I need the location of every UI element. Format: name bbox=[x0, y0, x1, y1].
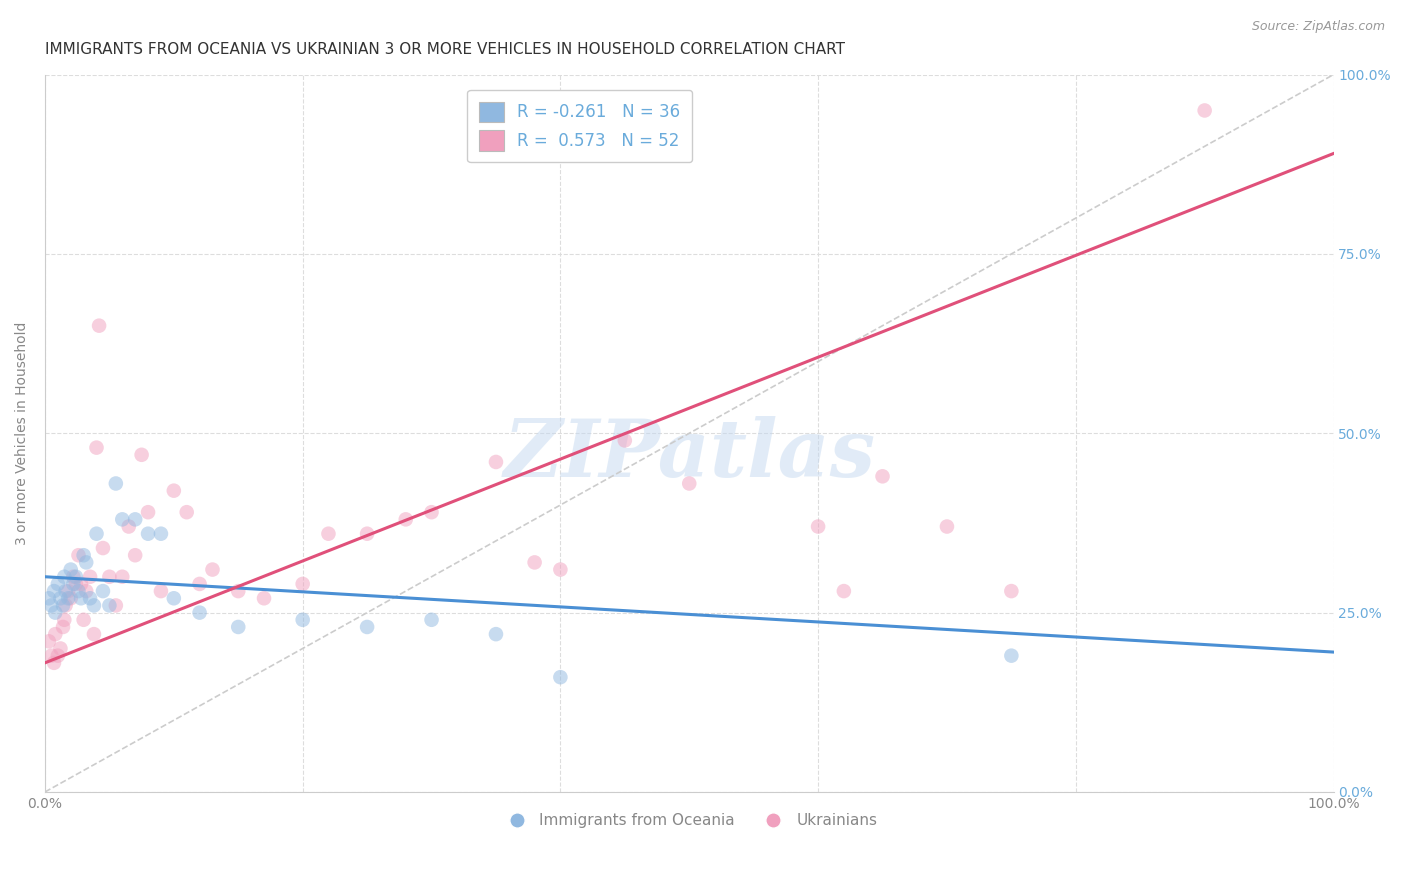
Point bbox=[104, 599, 127, 613]
Point bbox=[163, 483, 186, 498]
Point bbox=[56, 584, 79, 599]
Point bbox=[104, 476, 127, 491]
Point bbox=[49, 591, 72, 606]
Point bbox=[67, 548, 90, 562]
Point bbox=[1000, 648, 1022, 663]
Point bbox=[149, 584, 172, 599]
Text: Source: ZipAtlas.com: Source: ZipAtlas.com bbox=[1251, 20, 1385, 33]
Point bbox=[79, 570, 101, 584]
Point bbox=[98, 570, 121, 584]
Point bbox=[55, 584, 77, 599]
Point bbox=[65, 570, 87, 584]
Point bbox=[613, 434, 636, 448]
Point bbox=[42, 584, 65, 599]
Point bbox=[75, 584, 97, 599]
Point bbox=[136, 505, 159, 519]
Point bbox=[118, 519, 141, 533]
Point bbox=[1000, 584, 1022, 599]
Point bbox=[136, 526, 159, 541]
Point bbox=[70, 577, 93, 591]
Point bbox=[70, 591, 93, 606]
Point bbox=[91, 541, 114, 555]
Point bbox=[395, 512, 418, 526]
Point bbox=[62, 570, 84, 584]
Point bbox=[1194, 103, 1216, 118]
Point bbox=[111, 512, 134, 526]
Point bbox=[65, 577, 87, 591]
Point bbox=[87, 318, 110, 333]
Point bbox=[420, 505, 443, 519]
Point bbox=[149, 526, 172, 541]
Point bbox=[550, 563, 572, 577]
Point bbox=[485, 455, 508, 469]
Point bbox=[188, 577, 211, 591]
Point bbox=[111, 570, 134, 584]
Point bbox=[79, 591, 101, 606]
Point bbox=[872, 469, 894, 483]
Point bbox=[72, 548, 94, 562]
Point bbox=[807, 519, 830, 533]
Point bbox=[42, 656, 65, 670]
Point bbox=[523, 555, 546, 569]
Point bbox=[91, 584, 114, 599]
Point bbox=[86, 526, 108, 541]
Y-axis label: 3 or more Vehicles in Household: 3 or more Vehicles in Household bbox=[15, 322, 30, 545]
Point bbox=[75, 555, 97, 569]
Point bbox=[678, 476, 700, 491]
Point bbox=[38, 591, 60, 606]
Point bbox=[59, 563, 82, 577]
Text: IMMIGRANTS FROM OCEANIA VS UKRAINIAN 3 OR MORE VEHICLES IN HOUSEHOLD CORRELATION: IMMIGRANTS FROM OCEANIA VS UKRAINIAN 3 O… bbox=[45, 42, 845, 57]
Point bbox=[52, 599, 75, 613]
Point bbox=[44, 606, 66, 620]
Point bbox=[291, 577, 314, 591]
Text: ZIPatlas: ZIPatlas bbox=[503, 416, 876, 493]
Point bbox=[356, 526, 378, 541]
Point bbox=[56, 591, 79, 606]
Point bbox=[131, 448, 153, 462]
Point bbox=[83, 627, 105, 641]
Point bbox=[46, 577, 69, 591]
Point bbox=[98, 599, 121, 613]
Point bbox=[53, 570, 76, 584]
Point bbox=[124, 512, 146, 526]
Point bbox=[67, 584, 90, 599]
Point bbox=[420, 613, 443, 627]
Point bbox=[46, 648, 69, 663]
Point bbox=[124, 548, 146, 562]
Point bbox=[83, 599, 105, 613]
Point bbox=[38, 634, 60, 648]
Point bbox=[53, 613, 76, 627]
Point bbox=[226, 620, 249, 634]
Point bbox=[318, 526, 340, 541]
Point bbox=[52, 620, 75, 634]
Legend: Immigrants from Oceania, Ukrainians: Immigrants from Oceania, Ukrainians bbox=[495, 807, 883, 835]
Point bbox=[41, 599, 63, 613]
Point bbox=[550, 670, 572, 684]
Point bbox=[936, 519, 959, 533]
Point bbox=[44, 627, 66, 641]
Point bbox=[163, 591, 186, 606]
Point bbox=[356, 620, 378, 634]
Point bbox=[291, 613, 314, 627]
Point bbox=[253, 591, 276, 606]
Point bbox=[201, 563, 224, 577]
Point bbox=[62, 577, 84, 591]
Point bbox=[41, 648, 63, 663]
Point bbox=[72, 613, 94, 627]
Point bbox=[832, 584, 855, 599]
Point bbox=[188, 606, 211, 620]
Point bbox=[55, 599, 77, 613]
Point bbox=[59, 591, 82, 606]
Point bbox=[49, 641, 72, 656]
Point bbox=[86, 441, 108, 455]
Point bbox=[226, 584, 249, 599]
Point bbox=[176, 505, 198, 519]
Point bbox=[485, 627, 508, 641]
